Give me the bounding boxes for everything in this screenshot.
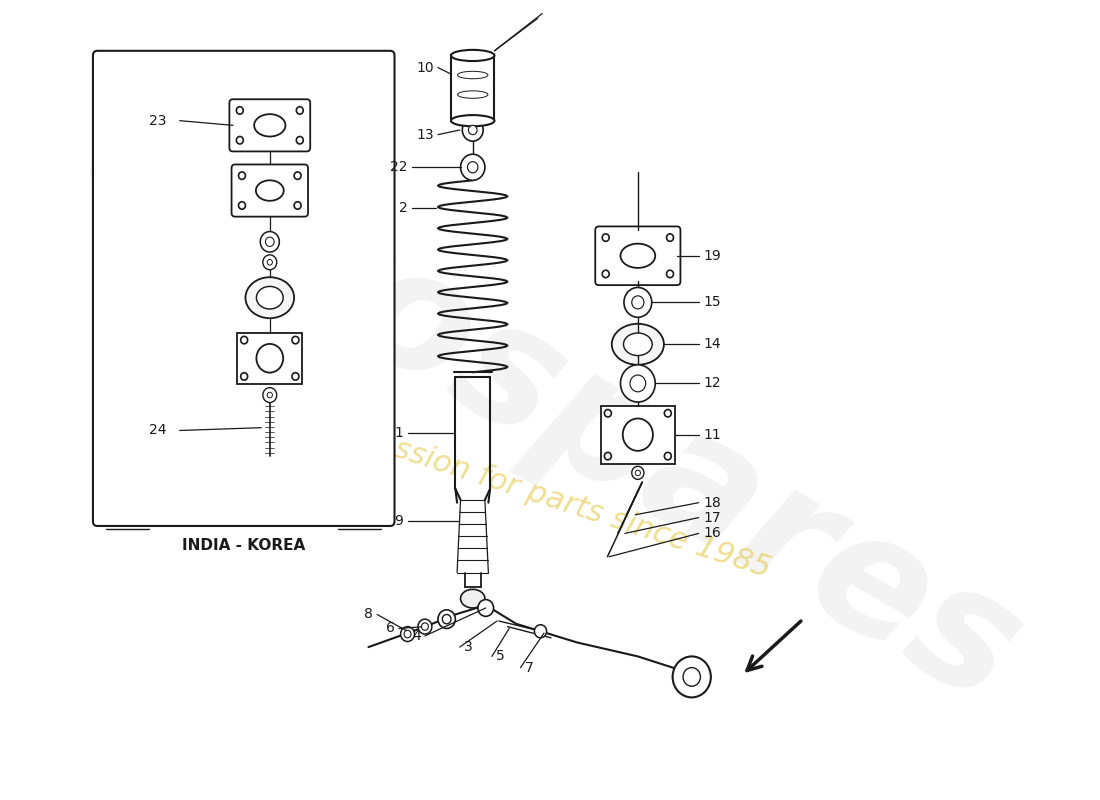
Circle shape [236, 106, 243, 114]
Circle shape [602, 270, 609, 278]
Circle shape [296, 106, 304, 114]
Text: 5: 5 [496, 650, 505, 663]
Circle shape [263, 255, 277, 270]
Circle shape [631, 296, 644, 309]
Ellipse shape [458, 71, 488, 78]
Circle shape [535, 625, 547, 638]
Text: 4: 4 [411, 629, 420, 643]
Circle shape [292, 373, 299, 380]
Ellipse shape [256, 286, 283, 309]
Bar [601, 406, 674, 463]
Circle shape [667, 270, 673, 278]
Text: 1: 1 [394, 426, 404, 440]
Text: 12: 12 [703, 377, 720, 390]
Ellipse shape [461, 590, 485, 608]
Circle shape [620, 365, 656, 402]
Circle shape [296, 137, 304, 144]
Circle shape [256, 344, 283, 373]
Text: 23: 23 [150, 114, 167, 128]
Circle shape [404, 630, 411, 638]
Circle shape [664, 410, 671, 417]
Text: 15: 15 [703, 295, 720, 310]
Text: 2: 2 [399, 202, 407, 215]
Text: 19: 19 [703, 249, 720, 262]
Ellipse shape [624, 333, 652, 355]
Circle shape [400, 626, 415, 642]
Text: a passion for parts since 1985: a passion for parts since 1985 [327, 413, 774, 583]
Circle shape [421, 623, 428, 630]
Circle shape [604, 452, 612, 460]
Text: eurospares: eurospares [54, 71, 1048, 738]
Circle shape [241, 336, 248, 344]
Circle shape [468, 162, 477, 173]
Text: 10: 10 [416, 61, 433, 74]
Circle shape [239, 172, 245, 179]
Circle shape [635, 470, 640, 476]
Circle shape [265, 237, 274, 246]
Ellipse shape [256, 180, 284, 201]
Circle shape [241, 373, 248, 380]
Ellipse shape [451, 115, 495, 126]
Ellipse shape [620, 244, 656, 268]
Circle shape [294, 172, 301, 179]
Circle shape [267, 259, 273, 265]
Circle shape [604, 410, 612, 417]
Circle shape [630, 375, 646, 392]
Circle shape [267, 392, 273, 398]
Circle shape [683, 667, 701, 686]
Circle shape [442, 614, 451, 624]
Circle shape [462, 119, 483, 141]
Circle shape [477, 599, 494, 616]
Text: 7: 7 [525, 661, 533, 674]
Text: 16: 16 [703, 526, 720, 541]
Ellipse shape [458, 91, 488, 98]
Circle shape [239, 202, 245, 209]
FancyBboxPatch shape [92, 50, 395, 526]
FancyBboxPatch shape [230, 99, 310, 151]
FancyBboxPatch shape [595, 226, 681, 285]
Circle shape [469, 126, 477, 134]
Ellipse shape [451, 50, 495, 61]
Bar [238, 333, 302, 384]
Text: 9: 9 [394, 514, 404, 528]
Circle shape [461, 154, 485, 180]
Circle shape [602, 234, 609, 242]
FancyBboxPatch shape [232, 165, 308, 217]
Circle shape [664, 452, 671, 460]
Circle shape [263, 388, 277, 402]
FancyBboxPatch shape [451, 55, 495, 121]
Circle shape [672, 657, 711, 698]
Text: 13: 13 [416, 128, 433, 142]
Text: 18: 18 [703, 496, 720, 510]
Ellipse shape [254, 114, 285, 137]
Circle shape [294, 202, 301, 209]
Circle shape [292, 336, 299, 344]
Text: 11: 11 [703, 428, 720, 442]
Ellipse shape [612, 324, 664, 365]
Circle shape [624, 287, 652, 318]
Circle shape [236, 137, 243, 144]
Text: 24: 24 [150, 423, 167, 438]
Text: 14: 14 [703, 338, 720, 351]
Circle shape [667, 234, 673, 242]
Circle shape [261, 231, 279, 252]
Text: 6: 6 [386, 622, 395, 635]
Text: 3: 3 [464, 640, 473, 654]
Circle shape [631, 466, 644, 479]
Ellipse shape [245, 278, 294, 318]
Circle shape [418, 619, 432, 634]
Text: 8: 8 [364, 607, 373, 622]
Text: INDIA - KOREA: INDIA - KOREA [183, 538, 306, 553]
Text: 17: 17 [703, 510, 720, 525]
Text: 22: 22 [390, 160, 407, 174]
Circle shape [623, 418, 653, 451]
Circle shape [438, 610, 455, 629]
